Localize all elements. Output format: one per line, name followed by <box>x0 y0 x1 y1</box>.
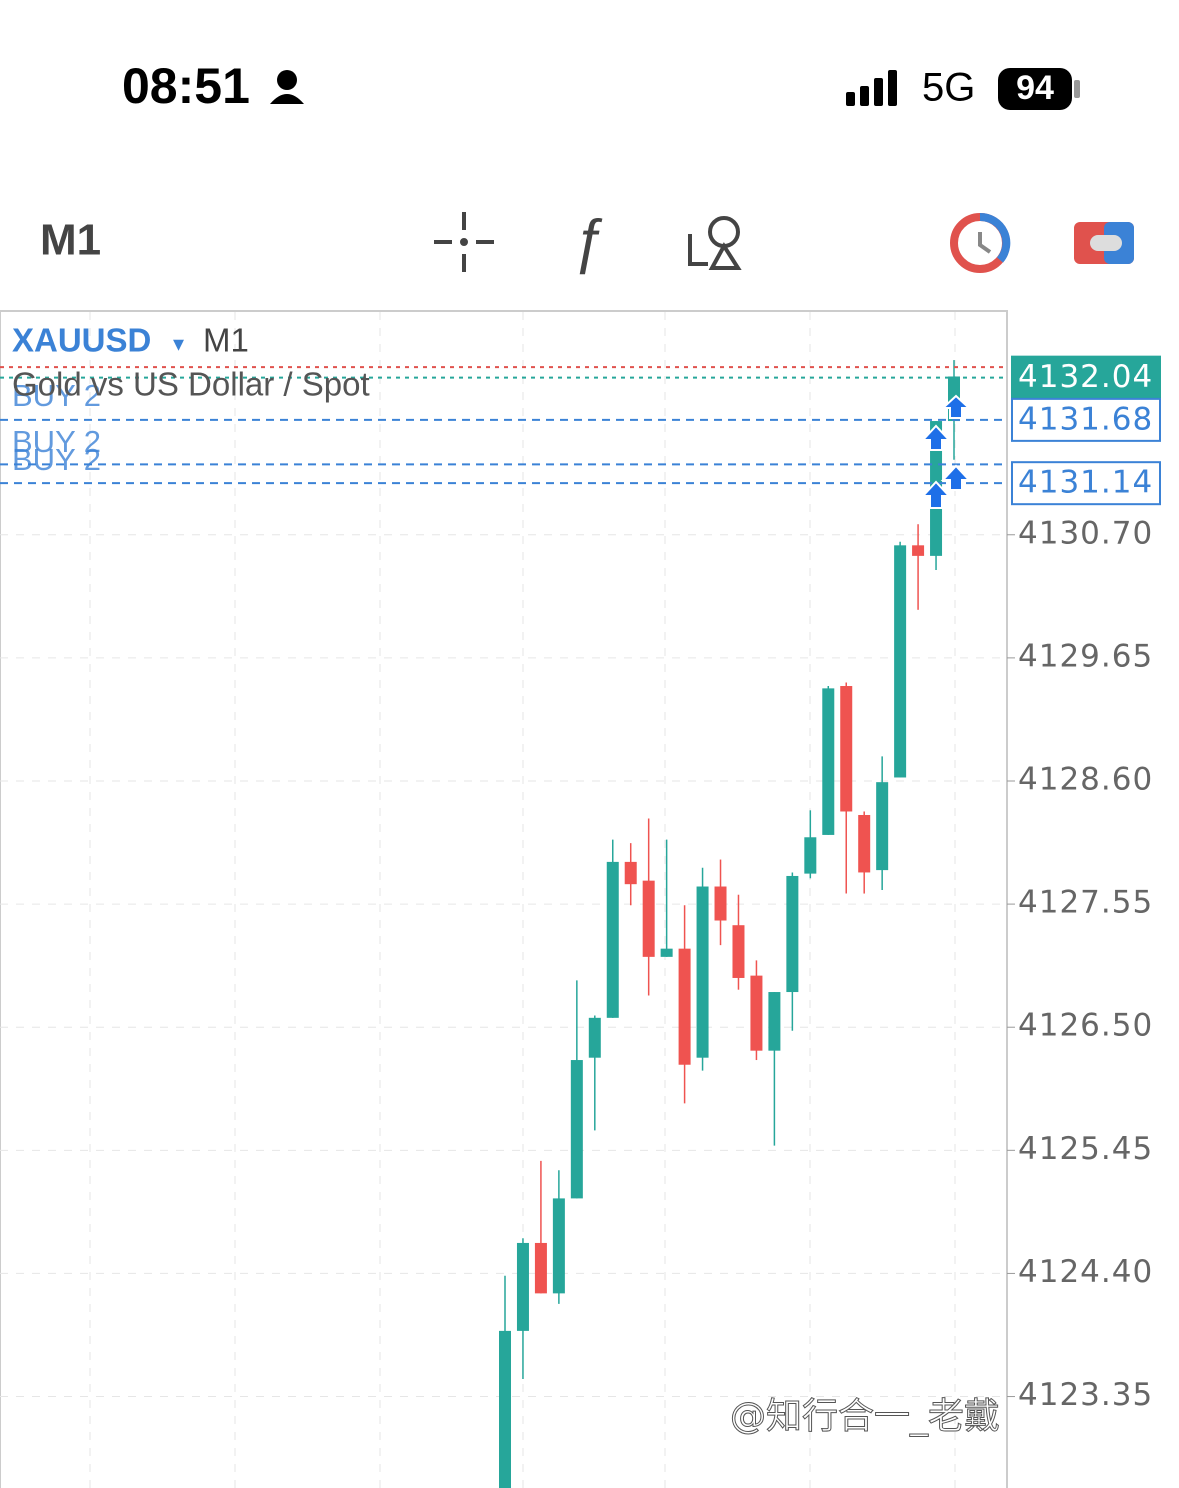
symbol[interactable]: XAUUSD <box>12 322 151 359</box>
battery-level: 94 <box>1016 69 1054 107</box>
candle-body <box>876 782 889 871</box>
candle-body <box>894 545 907 778</box>
indicators-button[interactable]: ƒ <box>571 207 604 274</box>
watermark: @知行合一_老戴 <box>730 1396 1000 1437</box>
order-label: BUY 2 <box>12 378 101 413</box>
candle-body <box>696 886 709 1058</box>
price-axis: 4130.70 4129.65 4128.60 4127.55 4126.50 4125.… <box>1007 355 1161 1413</box>
candle-body <box>750 975 763 1051</box>
candle-body <box>642 880 655 957</box>
trade-button[interactable] <box>1074 222 1134 264</box>
symbol-dropdown[interactable]: ▾ <box>173 331 184 356</box>
candle-body <box>534 1242 547 1294</box>
candle-body <box>552 1198 565 1294</box>
price-label: 4131.14 <box>1018 465 1153 501</box>
order-label: BUY 2 <box>12 442 101 477</box>
candle-body <box>660 948 673 957</box>
price-label-box <box>1011 461 1161 506</box>
candle-body <box>840 686 853 812</box>
price-label: 4132.04 <box>1018 359 1153 395</box>
plot <box>0 360 1007 1488</box>
y-tick-label: 4124.40 <box>1018 1254 1153 1290</box>
network-type: 5G <box>922 66 975 110</box>
candle-body <box>912 545 925 556</box>
y-tick-label: 4129.65 <box>1018 638 1153 674</box>
signal-icon <box>846 70 897 106</box>
chart-frame <box>0 310 1008 1488</box>
y-tick-label: 4127.55 <box>1018 885 1153 921</box>
objects-button[interactable] <box>688 216 742 270</box>
header-timeframe: M1 <box>203 322 249 359</box>
battery <box>998 68 1072 110</box>
status-time: 08:51 <box>122 58 250 114</box>
candle-body <box>624 861 637 885</box>
timeframe-button[interactable]: M1 <box>40 216 101 265</box>
battery-tip <box>1074 80 1080 98</box>
candle-body <box>858 814 871 873</box>
person-icon <box>270 70 304 104</box>
candle-body <box>732 925 745 978</box>
description: Gold vs US Dollar / Spot <box>12 366 370 403</box>
price-label-box <box>1011 355 1161 400</box>
candle-body <box>678 948 691 1065</box>
candle-body <box>516 1242 529 1331</box>
candle-body <box>588 1017 601 1058</box>
crosshair-button[interactable] <box>434 212 494 272</box>
candle-body <box>570 1060 583 1199</box>
candle-body <box>499 1330 511 1488</box>
candle-body <box>822 688 835 835</box>
candle-body <box>714 886 727 921</box>
candle-body <box>804 837 817 874</box>
price-label: 4131.68 <box>1018 401 1153 437</box>
buy-arrows <box>920 394 972 509</box>
y-tick-label: 4125.45 <box>1018 1131 1153 1167</box>
y-tick-label: 4126.50 <box>1018 1008 1153 1044</box>
y-tick-label: 4130.70 <box>1018 515 1153 551</box>
timer-button[interactable] <box>950 212 1011 273</box>
price-label-box <box>1011 397 1161 442</box>
y-tick-label: 4123.35 <box>1018 1377 1153 1413</box>
order-label: BUY 2 <box>12 424 101 459</box>
candle-body <box>606 861 619 1018</box>
candle-body <box>786 875 799 993</box>
y-tick-label: 4128.60 <box>1018 761 1153 797</box>
candle-body <box>768 992 781 1051</box>
